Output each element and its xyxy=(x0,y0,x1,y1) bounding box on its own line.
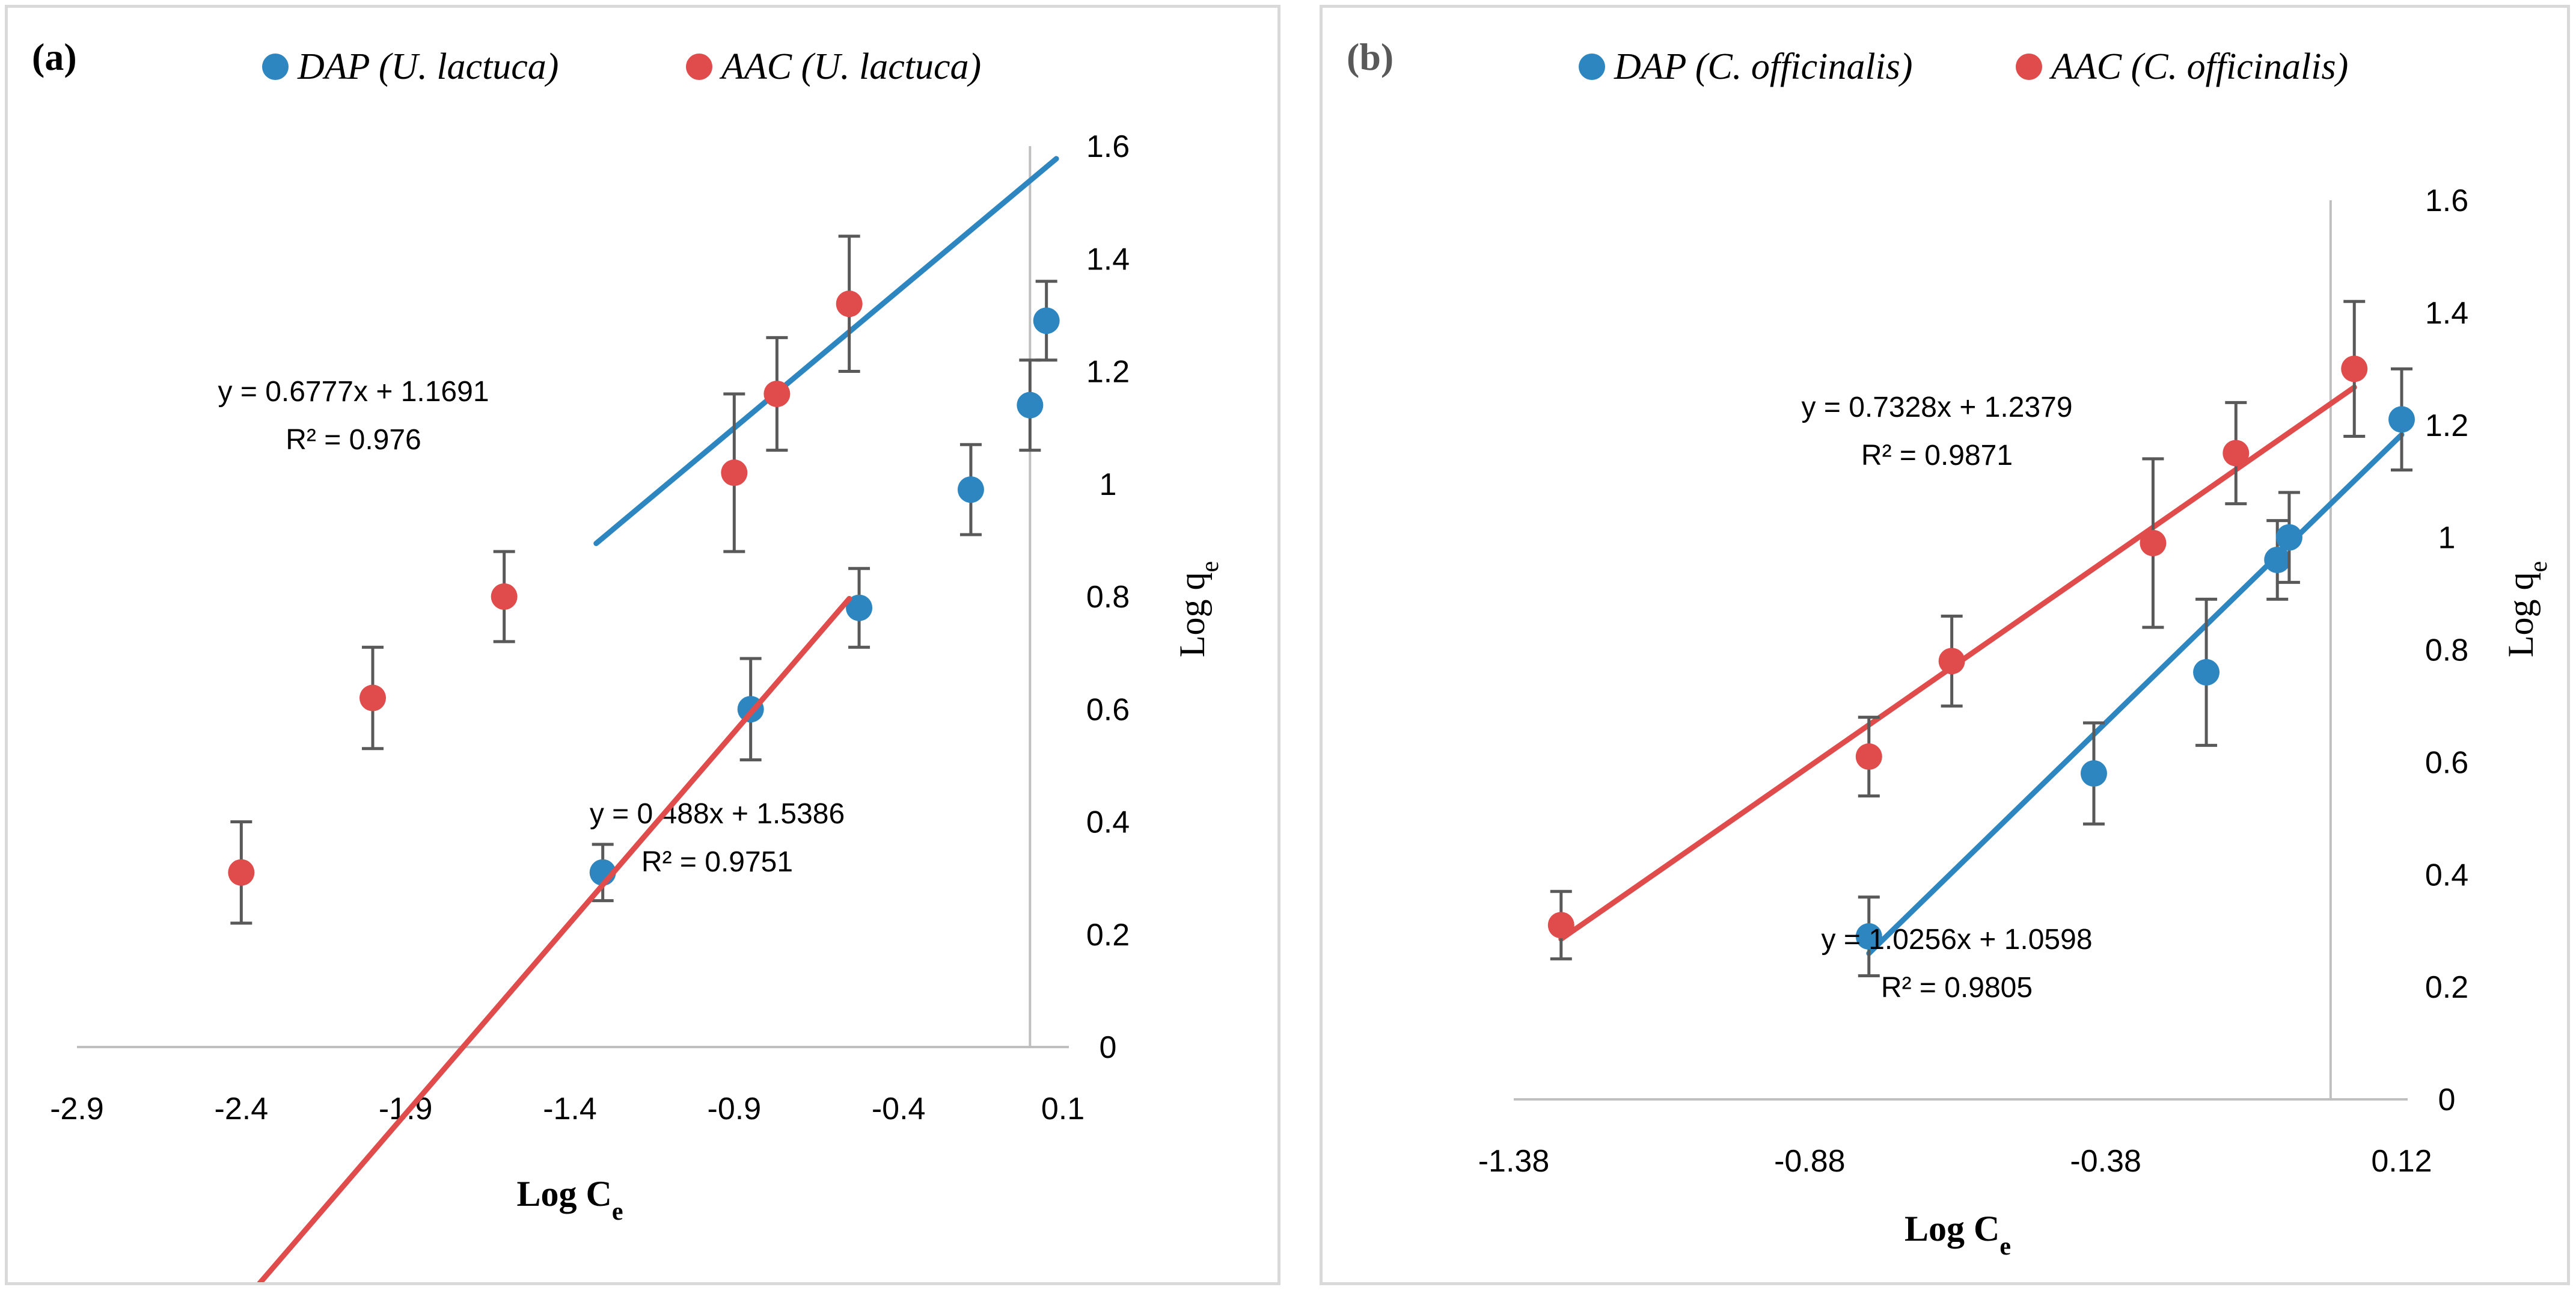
data-point xyxy=(491,583,518,610)
data-point xyxy=(1033,307,1060,334)
x-tick-label: -0.38 xyxy=(2070,1144,2141,1179)
legend-marker xyxy=(1579,54,1605,80)
legend-label: AAC (C. officinalis) xyxy=(2049,46,2348,87)
y-tick-label: 0.2 xyxy=(2425,970,2468,1005)
y-axis-title: Log qe xyxy=(2501,561,2553,657)
data-point xyxy=(2223,440,2250,467)
legend-marker xyxy=(2016,54,2042,80)
data-point xyxy=(846,594,873,621)
trendline-equation: y = 0.6777x + 1.1691 xyxy=(218,376,489,408)
data-point xyxy=(2193,659,2220,686)
data-point xyxy=(2388,406,2415,433)
y-tick-label: 0 xyxy=(2438,1083,2456,1117)
chart-b-svg: (b) DAP (C. officinalis) AAC (C. officinal… xyxy=(1347,35,2553,1261)
y-tick-label: 0.4 xyxy=(2425,858,2468,892)
panel-label: (a) xyxy=(32,35,77,78)
y-axis-title-subscript: e xyxy=(1196,561,1224,573)
x-tick-label: -0.9 xyxy=(708,1092,762,1126)
data-point xyxy=(2080,760,2107,787)
trendline xyxy=(257,595,852,1282)
trendline-equation: y = 0.7328x + 1.2379 xyxy=(1801,392,2072,423)
legend-marker xyxy=(686,54,712,80)
data-point xyxy=(721,459,748,487)
data-point xyxy=(228,859,255,886)
panel-label: (b) xyxy=(1347,35,1394,78)
data-point xyxy=(359,684,386,711)
data-point xyxy=(1547,912,1574,939)
x-tick-label: -0.88 xyxy=(1774,1144,1846,1179)
y-tick-label: 0.8 xyxy=(2425,633,2468,668)
data-point xyxy=(1855,743,1882,770)
chart-panel-b: (b) DAP (C. officinalis) AAC (C. officinal… xyxy=(1320,5,2570,1285)
chart-a-svg: (a) DAP (U. lactuca) AAC (U. lactuca) -2.9 -… xyxy=(32,35,1224,1282)
y-tick-label: 1.4 xyxy=(1086,242,1130,277)
y-tick-label: 1.2 xyxy=(1086,355,1130,390)
x-axis-title-subscript: e xyxy=(1999,1233,2011,1261)
legend-label: DAP (C. officinalis) xyxy=(1614,46,1913,87)
y-tick-label: 0.4 xyxy=(1086,805,1130,840)
y-tick-label: 1.2 xyxy=(2425,408,2468,443)
trendline-equation: y = 1.0256x + 1.0598 xyxy=(1821,924,2092,956)
data-point xyxy=(836,290,863,318)
data-point xyxy=(2264,547,2291,573)
data-point xyxy=(957,476,984,503)
data-point xyxy=(1855,923,1882,950)
x-tick-label: 0.12 xyxy=(2371,1144,2432,1179)
trendline-r2: R² = 0.9751 xyxy=(641,846,793,878)
y-axis-title: Log qe xyxy=(1172,561,1224,657)
data-point xyxy=(1938,648,1965,675)
data-point xyxy=(1017,392,1044,419)
y-tick-label: 1 xyxy=(1100,467,1117,502)
chart-panel-a: (a) DAP (U. lactuca) AAC (U. lactuca) -2.9 -… xyxy=(5,5,1280,1285)
x-tick-label: -2.9 xyxy=(50,1092,104,1126)
data-point xyxy=(2275,524,2302,551)
y-tick-label: 0.2 xyxy=(1086,918,1130,953)
legend-label: AAC (U. lactuca) xyxy=(719,46,981,87)
data-point xyxy=(763,380,791,407)
y-tick-label: 0.6 xyxy=(1086,692,1130,727)
trendline-r2: R² = 0.9805 xyxy=(1881,972,2033,1004)
y-tick-label: 0 xyxy=(1100,1030,1117,1065)
legend-label: DAP (U. lactuca) xyxy=(297,46,558,87)
trendline xyxy=(1866,432,2405,956)
y-tick-label: 0.8 xyxy=(1086,580,1130,615)
y-tick-label: 1.6 xyxy=(2425,183,2468,218)
y-tick-label: 1 xyxy=(2438,521,2456,556)
data-point xyxy=(2341,355,2368,382)
trendline xyxy=(593,156,1059,547)
y-tick-label: 1.6 xyxy=(1086,129,1130,164)
x-tick-label: -1.9 xyxy=(379,1092,433,1126)
x-axis-title-subscript: e xyxy=(612,1198,623,1226)
x-axis-title: Log Ce xyxy=(516,1174,623,1226)
legend-marker xyxy=(262,54,289,80)
x-tick-label: -0.4 xyxy=(872,1092,926,1126)
y-axis-title-subscript: e xyxy=(2525,561,2553,573)
trendline-equation: y = 0.488x + 1.5386 xyxy=(590,798,845,830)
x-tick-label: -1.4 xyxy=(543,1092,597,1126)
x-axis-title: Log Ce xyxy=(1904,1209,2011,1261)
trendline-r2: R² = 0.976 xyxy=(286,424,421,456)
data-point xyxy=(2140,529,2167,556)
trendline-r2: R² = 0.9871 xyxy=(1861,440,2013,471)
x-tick-label: -2.4 xyxy=(215,1092,269,1126)
x-tick-label: 0.1 xyxy=(1041,1092,1085,1126)
y-tick-label: 1.4 xyxy=(2425,296,2468,331)
x-tick-label: -1.38 xyxy=(1478,1144,1550,1179)
y-tick-label: 0.6 xyxy=(2425,745,2468,780)
